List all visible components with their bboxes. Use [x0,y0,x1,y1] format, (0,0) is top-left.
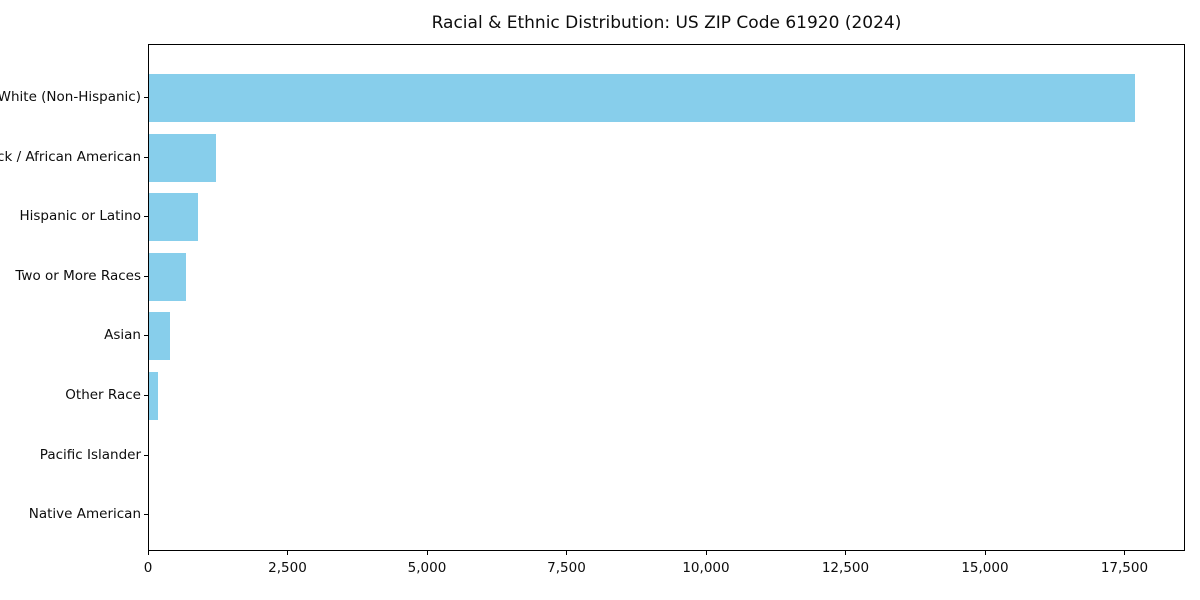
y-tick-label: Asian [104,327,141,344]
x-tick-label: 10,000 [682,560,730,576]
y-tick-label: Native American [28,506,141,523]
x-tick-label: 2,500 [268,560,307,576]
bar-white-non-hispanic [149,74,1135,122]
bar-black-african-american [149,133,216,182]
x-tick-label: 17,500 [1100,560,1149,576]
x-tick-label: 7,500 [547,560,586,576]
y-tick-mark [144,216,148,218]
bar-asian [149,312,171,361]
x-tick-label: 12,500 [821,560,870,576]
x-tick-mark [1124,551,1126,555]
bar-other-race [149,372,158,420]
x-tick-mark [984,551,986,555]
x-tick-label: 15,000 [961,560,1009,576]
y-tick-label: Two or More Races [15,267,141,284]
y-tick-mark [144,395,148,396]
chart-title: Racial & Ethnic Distribution: US ZIP Cod… [431,13,902,33]
x-tick-mark [148,551,149,555]
x-tick-mark [426,551,428,555]
y-tick-label: Other Race [65,387,141,403]
bar-two-or-more-races [149,252,186,301]
y-tick-mark [144,97,148,98]
y-tick-mark [144,156,148,158]
x-tick-mark [705,551,707,555]
x-tick-mark [845,551,847,555]
y-tick-mark [144,514,148,516]
y-tick-mark [144,335,148,337]
y-tick-mark [144,454,148,456]
x-tick-label: 0 [143,560,153,576]
plot-area [148,44,1185,551]
y-tick-label: Pacific Islander [39,446,141,463]
y-tick-label: White (Non-Hispanic) [0,89,141,105]
bar-hispanic-or-latino [149,193,198,242]
x-tick-mark [287,551,289,555]
x-tick-mark [566,551,568,555]
y-tick-label: Hispanic or Latino [19,208,141,225]
y-tick-mark [144,275,148,277]
x-tick-label: 5,000 [407,560,447,576]
y-tick-label: Black / African American [0,148,141,165]
